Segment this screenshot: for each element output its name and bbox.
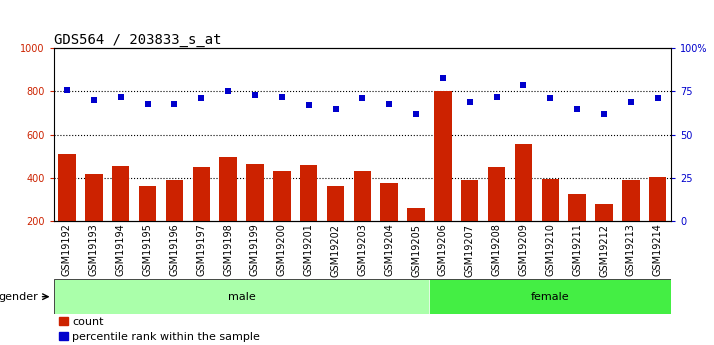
- Text: GSM19201: GSM19201: [303, 224, 313, 276]
- Point: [61, 87, 73, 92]
- Bar: [595, 204, 613, 221]
- Point: [115, 94, 126, 99]
- Text: gender: gender: [0, 292, 39, 302]
- Point: [196, 96, 207, 101]
- Text: GSM19214: GSM19214: [653, 224, 663, 276]
- Bar: [54, 279, 430, 314]
- Text: GSM19209: GSM19209: [518, 224, 528, 276]
- Bar: [430, 279, 671, 314]
- Text: GSM19193: GSM19193: [89, 224, 99, 276]
- Text: GSM19205: GSM19205: [411, 224, 421, 277]
- Text: GSM19197: GSM19197: [196, 224, 206, 276]
- Bar: [381, 183, 398, 221]
- Text: GSM19212: GSM19212: [599, 224, 609, 277]
- Point: [276, 94, 288, 99]
- Text: GSM19192: GSM19192: [62, 224, 72, 276]
- Point: [249, 92, 261, 98]
- Text: GSM19207: GSM19207: [465, 224, 475, 277]
- Bar: [85, 175, 103, 221]
- Bar: [273, 171, 291, 221]
- Bar: [488, 167, 506, 221]
- Text: GSM19206: GSM19206: [438, 224, 448, 276]
- Text: GSM19196: GSM19196: [169, 224, 179, 276]
- Bar: [193, 167, 210, 221]
- Bar: [649, 177, 666, 221]
- Text: GSM19198: GSM19198: [223, 224, 233, 276]
- Text: GSM19202: GSM19202: [331, 224, 341, 277]
- Bar: [434, 91, 452, 221]
- Text: GSM19213: GSM19213: [626, 224, 636, 276]
- Text: GDS564 / 203833_s_at: GDS564 / 203833_s_at: [54, 33, 221, 47]
- Point: [411, 111, 422, 117]
- Bar: [407, 208, 425, 221]
- Text: GSM19200: GSM19200: [277, 224, 287, 276]
- Legend: count, percentile rank within the sample: count, percentile rank within the sample: [59, 317, 261, 342]
- Bar: [112, 166, 129, 221]
- Text: GSM19211: GSM19211: [572, 224, 582, 276]
- Bar: [166, 180, 183, 221]
- Text: GSM19194: GSM19194: [116, 224, 126, 276]
- Bar: [300, 165, 318, 221]
- Point: [357, 96, 368, 101]
- Point: [383, 101, 395, 106]
- Text: GSM19199: GSM19199: [250, 224, 260, 276]
- Point: [437, 75, 448, 80]
- Point: [222, 89, 233, 94]
- Text: GSM19203: GSM19203: [357, 224, 368, 276]
- Text: female: female: [531, 292, 570, 302]
- Text: GSM19208: GSM19208: [492, 224, 502, 276]
- Point: [571, 106, 583, 111]
- Bar: [59, 154, 76, 221]
- Point: [518, 82, 529, 87]
- Bar: [246, 164, 263, 221]
- Bar: [353, 171, 371, 221]
- Point: [652, 96, 663, 101]
- Bar: [327, 186, 344, 221]
- Point: [303, 102, 314, 108]
- Text: GSM19195: GSM19195: [143, 224, 153, 276]
- Bar: [139, 186, 156, 221]
- Point: [491, 94, 503, 99]
- Text: GSM19210: GSM19210: [545, 224, 555, 276]
- Bar: [542, 179, 559, 221]
- Point: [330, 106, 341, 111]
- Point: [545, 96, 556, 101]
- Point: [142, 101, 154, 106]
- Point: [464, 99, 476, 105]
- Bar: [622, 180, 640, 221]
- Bar: [219, 157, 237, 221]
- Bar: [515, 144, 532, 221]
- Point: [88, 97, 99, 103]
- Point: [169, 101, 180, 106]
- Text: male: male: [228, 292, 256, 302]
- Text: GSM19204: GSM19204: [384, 224, 394, 276]
- Point: [625, 99, 637, 105]
- Point: [598, 111, 610, 117]
- Bar: [568, 194, 586, 221]
- Bar: [461, 180, 478, 221]
